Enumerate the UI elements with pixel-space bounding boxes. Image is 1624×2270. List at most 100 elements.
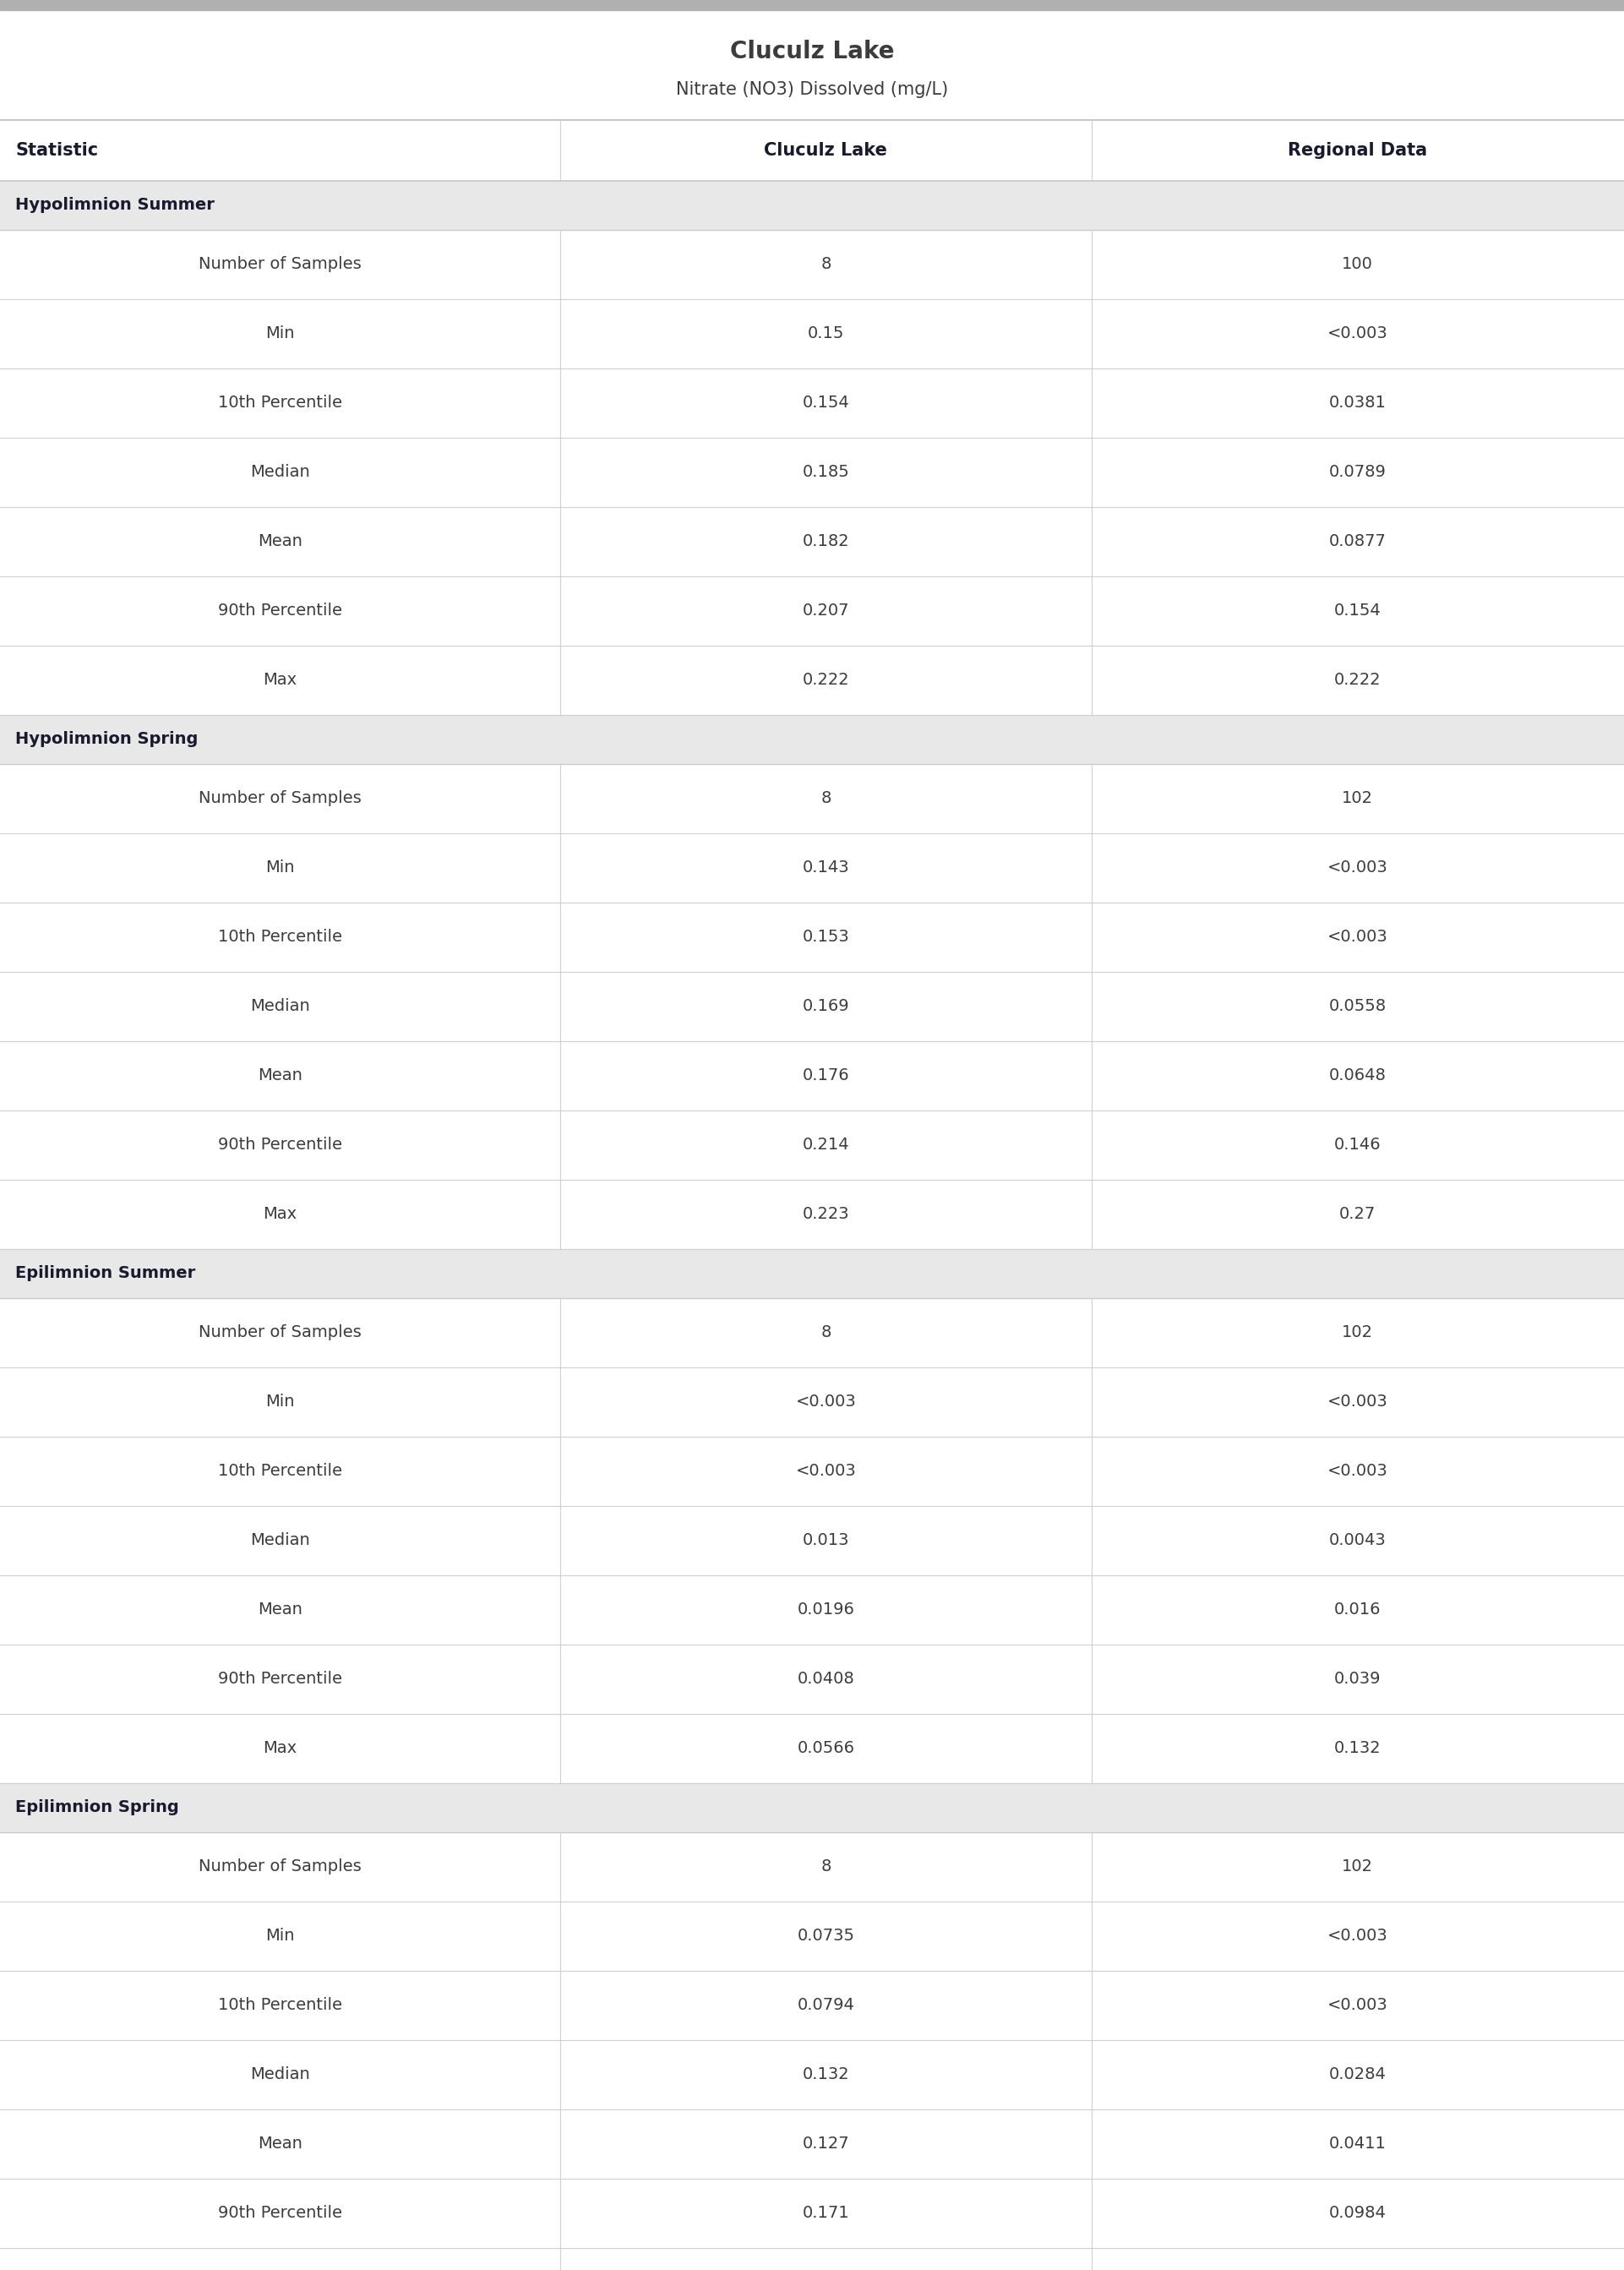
Text: Number of Samples: Number of Samples xyxy=(198,1326,362,1342)
Text: 0.0648: 0.0648 xyxy=(1328,1067,1387,1083)
Bar xyxy=(0,1437,1624,1505)
Text: Regional Data: Regional Data xyxy=(1288,143,1427,159)
Text: 0.146: 0.146 xyxy=(1335,1137,1380,1153)
Text: 10th Percentile: 10th Percentile xyxy=(218,1464,343,1480)
Text: 90th Percentile: 90th Percentile xyxy=(218,604,343,620)
Bar xyxy=(0,1575,1624,1643)
Text: 0.127: 0.127 xyxy=(802,2136,849,2152)
Text: 0.15: 0.15 xyxy=(807,327,844,343)
Text: <0.003: <0.003 xyxy=(1327,928,1389,944)
Text: Max: Max xyxy=(263,672,297,688)
Text: Min: Min xyxy=(266,327,294,343)
Text: 90th Percentile: 90th Percentile xyxy=(218,2206,343,2222)
Bar xyxy=(0,1643,1624,1714)
Text: 0.222: 0.222 xyxy=(1335,672,1380,688)
Text: 0.0566: 0.0566 xyxy=(797,1741,854,1757)
Text: 0.27: 0.27 xyxy=(1340,1205,1376,1224)
Text: Epilimnion Summer: Epilimnion Summer xyxy=(15,1267,195,1283)
Text: 0.207: 0.207 xyxy=(802,604,849,620)
Text: 0.0284: 0.0284 xyxy=(1328,2066,1387,2084)
Text: 0.0558: 0.0558 xyxy=(1328,999,1387,1015)
Text: 0.0877: 0.0877 xyxy=(1328,533,1387,549)
Text: 0.222: 0.222 xyxy=(802,672,849,688)
Text: Number of Samples: Number of Samples xyxy=(198,1859,362,1875)
Bar xyxy=(0,833,1624,903)
Bar xyxy=(0,1902,1624,1970)
Text: 0.153: 0.153 xyxy=(802,928,849,944)
Bar xyxy=(0,300,1624,368)
Text: <0.003: <0.003 xyxy=(1327,860,1389,876)
Text: 0.154: 0.154 xyxy=(1333,604,1382,620)
Text: 0.132: 0.132 xyxy=(1335,1741,1380,1757)
Bar xyxy=(0,1298,1624,1367)
Text: <0.003: <0.003 xyxy=(796,1394,856,1410)
Text: Cluculz Lake: Cluculz Lake xyxy=(765,143,887,159)
Text: Max: Max xyxy=(263,1205,297,1224)
Text: Epilimnion Spring: Epilimnion Spring xyxy=(15,1800,179,1816)
Text: Median: Median xyxy=(250,2066,310,2084)
Bar xyxy=(0,645,1624,715)
Text: 0.016: 0.016 xyxy=(1335,1603,1380,1619)
Bar xyxy=(0,715,1624,765)
Text: Median: Median xyxy=(250,1532,310,1548)
Bar xyxy=(0,229,1624,300)
Bar xyxy=(0,9,1624,120)
Text: Min: Min xyxy=(266,1394,294,1410)
Text: 0.013: 0.013 xyxy=(802,1532,849,1548)
Text: 8: 8 xyxy=(820,790,831,806)
Bar xyxy=(0,765,1624,833)
Bar xyxy=(0,972,1624,1042)
Text: Number of Samples: Number of Samples xyxy=(198,790,362,806)
Text: 102: 102 xyxy=(1341,1326,1374,1342)
Text: Mean: Mean xyxy=(258,533,302,549)
Text: 0.0735: 0.0735 xyxy=(797,1927,854,1943)
Text: Median: Median xyxy=(250,465,310,481)
Text: 8: 8 xyxy=(820,257,831,272)
Text: 8: 8 xyxy=(820,1326,831,1342)
Bar xyxy=(0,368,1624,438)
Bar xyxy=(0,438,1624,506)
Text: Cluculz Lake: Cluculz Lake xyxy=(729,41,895,64)
Text: 100: 100 xyxy=(1341,257,1374,272)
Text: <0.003: <0.003 xyxy=(1327,327,1389,343)
Bar xyxy=(0,1180,1624,1249)
Text: Max: Max xyxy=(263,1741,297,1757)
Text: <0.003: <0.003 xyxy=(1327,1394,1389,1410)
Text: 0.171: 0.171 xyxy=(802,2206,849,2222)
Text: <0.003: <0.003 xyxy=(1327,1998,1389,2013)
Text: 0.0043: 0.0043 xyxy=(1328,1532,1387,1548)
Text: 102: 102 xyxy=(1341,1859,1374,1875)
Text: Median: Median xyxy=(250,999,310,1015)
Bar xyxy=(0,1784,1624,1832)
Bar xyxy=(0,577,1624,645)
Text: 90th Percentile: 90th Percentile xyxy=(218,1137,343,1153)
Text: 0.0381: 0.0381 xyxy=(1328,395,1387,411)
Text: 0.0408: 0.0408 xyxy=(797,1671,854,1687)
Text: Nitrate (NO3) Dissolved (mg/L): Nitrate (NO3) Dissolved (mg/L) xyxy=(676,82,948,98)
Text: 8: 8 xyxy=(820,1859,831,1875)
Text: <0.003: <0.003 xyxy=(1327,1927,1389,1943)
Text: 0.169: 0.169 xyxy=(802,999,849,1015)
Text: 10th Percentile: 10th Percentile xyxy=(218,395,343,411)
Bar xyxy=(0,2247,1624,2270)
Bar xyxy=(0,1505,1624,1575)
Text: 0.0196: 0.0196 xyxy=(797,1603,854,1619)
Bar xyxy=(0,182,1624,229)
Bar xyxy=(0,120,1624,182)
Text: 0.176: 0.176 xyxy=(802,1067,849,1083)
Text: 10th Percentile: 10th Percentile xyxy=(218,928,343,944)
Text: 0.214: 0.214 xyxy=(802,1137,849,1153)
Text: 102: 102 xyxy=(1341,790,1374,806)
Text: 0.039: 0.039 xyxy=(1335,1671,1380,1687)
Text: Min: Min xyxy=(266,860,294,876)
Bar xyxy=(0,1249,1624,1298)
Text: 0.185: 0.185 xyxy=(802,465,849,481)
Bar xyxy=(0,2179,1624,2247)
Text: <0.003: <0.003 xyxy=(796,1464,856,1480)
Bar xyxy=(0,506,1624,577)
Text: 0.132: 0.132 xyxy=(802,2066,849,2084)
Text: Mean: Mean xyxy=(258,1067,302,1083)
Text: <0.003: <0.003 xyxy=(1327,1464,1389,1480)
Bar xyxy=(0,2109,1624,2179)
Text: Hypolimnion Spring: Hypolimnion Spring xyxy=(15,731,198,747)
